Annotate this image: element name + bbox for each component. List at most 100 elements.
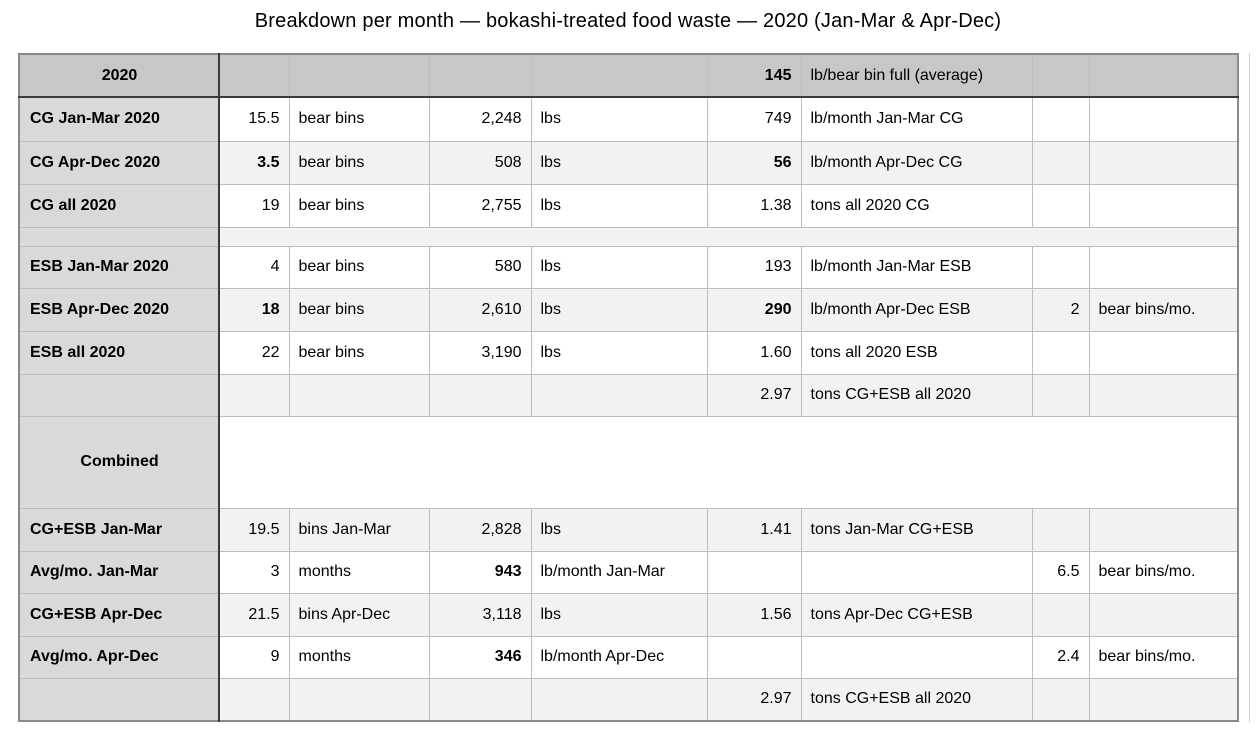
cell[interactable]: 1.41 <box>706 507 802 552</box>
cell[interactable]: bear bins/mo. <box>1088 550 1239 594</box>
cell[interactable]: 2.97 <box>706 677 802 722</box>
cell[interactable]: 1.56 <box>706 592 802 637</box>
cell[interactable]: months <box>288 635 430 679</box>
row-label-cell[interactable]: Avg/mo. Apr-Dec <box>18 635 220 679</box>
cell[interactable]: 18 <box>218 287 290 332</box>
cell[interactable]: 346 <box>428 635 532 679</box>
cell[interactable] <box>1088 53 1239 98</box>
cell[interactable]: lb/month Apr-Dec CG <box>800 140 1033 185</box>
cell[interactable] <box>706 550 802 594</box>
cell[interactable]: bins Apr-Dec <box>288 592 430 637</box>
row-label-cell[interactable]: ESB Jan-Mar 2020 <box>18 245 220 289</box>
cell[interactable] <box>1031 592 1090 637</box>
cell[interactable] <box>706 635 802 679</box>
cell[interactable] <box>1088 96 1239 142</box>
row-label-cell[interactable]: ESB Apr-Dec 2020 <box>18 287 220 332</box>
cell[interactable] <box>1031 245 1090 289</box>
cell[interactable]: 2,755 <box>428 183 532 228</box>
cell[interactable]: bear bins <box>288 140 430 185</box>
row-label-cell[interactable] <box>18 226 220 247</box>
cell[interactable]: bear bins/mo. <box>1088 635 1239 679</box>
row-label-cell[interactable] <box>18 373 220 417</box>
cell[interactable] <box>218 373 290 417</box>
cell[interactable]: 193 <box>706 245 802 289</box>
cell[interactable] <box>1031 507 1090 552</box>
cell[interactable]: 3,190 <box>428 330 532 375</box>
cell[interactable] <box>428 373 532 417</box>
cell[interactable]: lbs <box>530 183 708 228</box>
cell[interactable]: 2 <box>1031 287 1090 332</box>
cell[interactable] <box>530 373 708 417</box>
cell[interactable]: lb/month Jan-Mar ESB <box>800 245 1033 289</box>
cell[interactable]: 290 <box>706 287 802 332</box>
cell[interactable]: 9 <box>218 635 290 679</box>
cell[interactable]: 3 <box>218 550 290 594</box>
row-label-cell[interactable]: CG+ESB Apr-Dec <box>18 592 220 637</box>
cell[interactable] <box>1088 330 1239 375</box>
cell[interactable] <box>288 373 430 417</box>
cell[interactable]: 2,828 <box>428 507 532 552</box>
cell[interactable] <box>1031 330 1090 375</box>
cell[interactable] <box>1031 140 1090 185</box>
cell[interactable]: bear bins <box>288 287 430 332</box>
cell[interactable] <box>800 550 1033 594</box>
cell[interactable]: lb/month Apr-Dec <box>530 635 708 679</box>
cell[interactable] <box>1088 373 1239 417</box>
row-label-cell[interactable]: ESB all 2020 <box>18 330 220 375</box>
cell[interactable] <box>1088 507 1239 552</box>
cell[interactable]: lb/month Apr-Dec ESB <box>800 287 1033 332</box>
cell[interactable] <box>1088 592 1239 637</box>
cell[interactable] <box>428 677 532 722</box>
cell[interactable] <box>1088 183 1239 228</box>
row-label-cell[interactable]: CG all 2020 <box>18 183 220 228</box>
cell[interactable] <box>1031 53 1090 98</box>
row-label-cell[interactable]: 2020 <box>18 53 220 98</box>
cell[interactable] <box>218 677 290 722</box>
cell[interactable]: bear bins <box>288 330 430 375</box>
cell[interactable]: 19.5 <box>218 507 290 552</box>
cell[interactable] <box>288 53 430 98</box>
cell[interactable]: bear bins <box>288 96 430 142</box>
cell[interactable] <box>1031 373 1090 417</box>
cell[interactable] <box>428 53 532 98</box>
cell[interactable]: 2.4 <box>1031 635 1090 679</box>
cell[interactable]: tons all 2020 ESB <box>800 330 1033 375</box>
cell[interactable]: months <box>288 550 430 594</box>
cell[interactable]: 943 <box>428 550 532 594</box>
cell[interactable]: 1.38 <box>706 183 802 228</box>
cell[interactable] <box>1088 140 1239 185</box>
cell[interactable]: lbs <box>530 592 708 637</box>
cell[interactable] <box>218 415 1239 509</box>
cell[interactable]: 2.97 <box>706 373 802 417</box>
row-label-cell[interactable]: CG Apr-Dec 2020 <box>18 140 220 185</box>
cell[interactable]: bear bins <box>288 183 430 228</box>
cell[interactable]: lbs <box>530 140 708 185</box>
cell[interactable]: 19 <box>218 183 290 228</box>
cell[interactable]: bear bins <box>288 245 430 289</box>
cell[interactable] <box>530 53 708 98</box>
cell[interactable] <box>1031 96 1090 142</box>
cell[interactable] <box>218 53 290 98</box>
row-label-cell[interactable] <box>18 677 220 722</box>
cell[interactable]: 56 <box>706 140 802 185</box>
cell[interactable]: lbs <box>530 245 708 289</box>
cell[interactable] <box>218 226 1239 247</box>
cell[interactable]: 508 <box>428 140 532 185</box>
cell[interactable]: 145 <box>706 53 802 98</box>
cell[interactable] <box>1088 677 1239 722</box>
cell[interactable] <box>530 677 708 722</box>
cell[interactable] <box>288 677 430 722</box>
cell[interactable]: lbs <box>530 287 708 332</box>
cell[interactable]: tons CG+ESB all 2020 <box>800 677 1033 722</box>
cell[interactable]: tons CG+ESB all 2020 <box>800 373 1033 417</box>
cell[interactable]: 3.5 <box>218 140 290 185</box>
cell[interactable] <box>1031 183 1090 228</box>
cell[interactable]: lbs <box>530 330 708 375</box>
cell[interactable]: 2,248 <box>428 96 532 142</box>
cell[interactable]: lb/month Jan-Mar <box>530 550 708 594</box>
cell[interactable]: tons Apr-Dec CG+ESB <box>800 592 1033 637</box>
row-label-cell[interactable]: CG+ESB Jan-Mar <box>18 507 220 552</box>
row-label-cell[interactable]: Combined <box>18 415 220 509</box>
cell[interactable]: 749 <box>706 96 802 142</box>
cell[interactable]: 6.5 <box>1031 550 1090 594</box>
